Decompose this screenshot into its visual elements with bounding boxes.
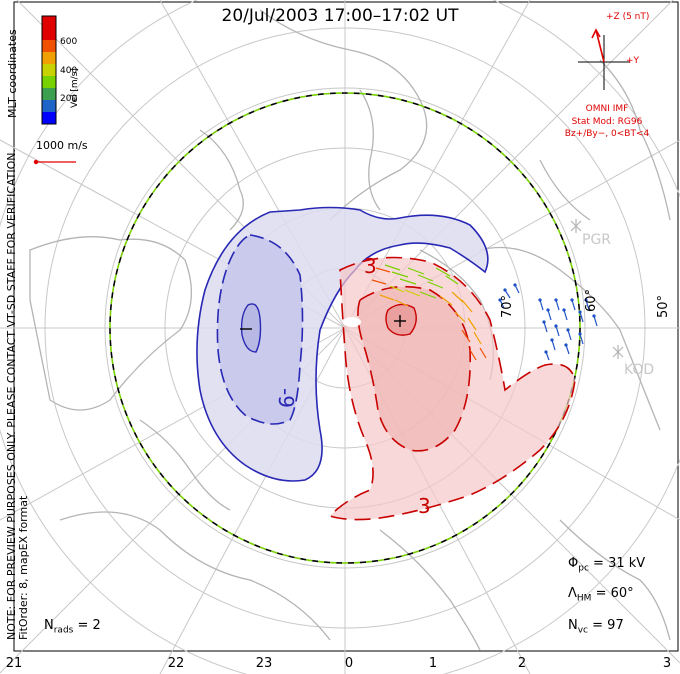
- latitude-label-70: 70°: [500, 294, 515, 318]
- vector-scale-label: 1000 m/s: [36, 139, 88, 152]
- station-pgr-marker: [570, 219, 582, 233]
- velocity-colorbar: [41, 15, 57, 125]
- nrads-value: = 2: [73, 618, 101, 633]
- colorbar-label-600: 600: [60, 37, 78, 47]
- colorbar-unit: Vel [m/s]: [70, 68, 80, 108]
- nvc-value: = 97: [588, 618, 624, 633]
- mlt-tick-0: 0: [344, 656, 354, 671]
- lambda-symbol: Λ: [568, 586, 577, 601]
- station-kod-label: KOD: [624, 362, 655, 378]
- lambda-value: = 60°: [591, 586, 634, 601]
- colorbar-label-200: 200: [60, 94, 78, 104]
- latitude-label-50: 50°: [656, 294, 671, 318]
- pole-gap: [343, 317, 361, 327]
- nvc-symbol: N: [568, 618, 578, 633]
- vector-count: Nvc = 97: [568, 618, 624, 636]
- map-title: 20/Jul/2003 17:00–17:02 UT: [221, 6, 459, 26]
- imf-y-label: +Y: [626, 56, 640, 66]
- mlt-tick-21: 21: [5, 656, 23, 671]
- imf-z-label: +Z (5 nT): [606, 12, 650, 22]
- colorbar-label-400: 400: [60, 66, 78, 76]
- hm-latitude: ΛHM = 60°: [568, 586, 634, 604]
- imf-vector: [591, 28, 605, 63]
- plot-border: [13, 1, 679, 652]
- cross-polar-potential: Φpc = 31 kV: [568, 556, 645, 574]
- preview-note: NOTE: FOR PREVIEW PURPOSES ONLY. PLEASE …: [5, 149, 30, 640]
- nrads-symbol: N: [44, 618, 54, 633]
- vector-scale-bar: [33, 159, 76, 165]
- coordinate-system-label: MLT coordinates: [6, 29, 19, 118]
- lambda-sub: HM: [576, 593, 592, 604]
- mlt-tick-22: 22: [167, 656, 185, 671]
- negative-cell-core: [240, 303, 262, 353]
- potential-max-marker: [394, 315, 406, 327]
- latitude-label-60: 60°: [584, 288, 599, 312]
- hm-boundary-green: [109, 92, 581, 564]
- nrads-sub: rads: [53, 625, 74, 636]
- mlt-tick-2: 2: [517, 656, 527, 671]
- imf-condition: Bz+/By−, 0<BT<4: [564, 129, 650, 139]
- imf-clock: [578, 35, 630, 90]
- fit-info: FitOrder: 8, mapEX format: [17, 495, 30, 640]
- mlt-tick-23: 23: [255, 656, 273, 671]
- phi-value: = 31 kV: [588, 556, 646, 571]
- coastlines: [29, 9, 671, 651]
- phi-sub: pc: [578, 563, 589, 574]
- mlt-tick-3: 3: [662, 656, 672, 671]
- velocity-vectors-high: [371, 264, 487, 361]
- contour-label-neg: -9: [273, 388, 298, 408]
- radar-count: Nrads = 2: [44, 618, 101, 636]
- nvc-sub: vc: [577, 625, 589, 636]
- contour-label-pos-2: 3: [418, 494, 431, 518]
- imf-source: OMNI IMF: [585, 104, 629, 114]
- positive-cell-inner: [357, 285, 472, 452]
- station-pgr-label: PGR: [582, 232, 612, 248]
- velocity-vector-origins: [498, 283, 596, 354]
- contour-label-pos-1: 3: [364, 254, 377, 278]
- station-kod-marker: [612, 345, 624, 359]
- positive-cell-core: [385, 303, 417, 336]
- imf-model: Stat Mod: RG96: [571, 117, 643, 127]
- phi-symbol: Φ: [568, 556, 579, 571]
- mlt-tick-1: 1: [428, 656, 438, 671]
